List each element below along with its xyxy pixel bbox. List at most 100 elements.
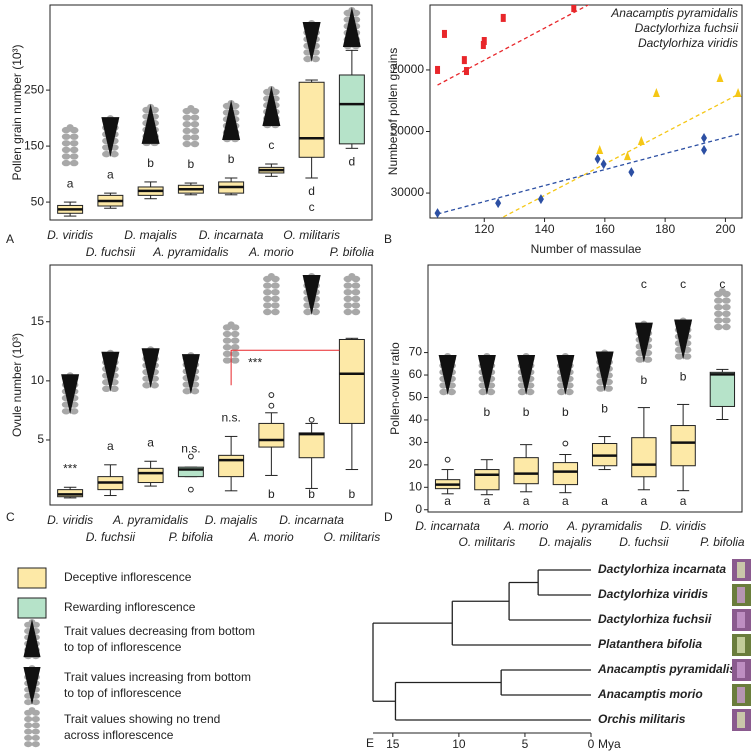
icon-blob	[682, 353, 692, 360]
icon-blob	[303, 55, 312, 63]
significance-letter: c	[719, 277, 725, 291]
icon-blob	[674, 353, 684, 360]
icon-blob	[61, 153, 71, 160]
icon-blob	[69, 153, 79, 160]
panel-label: E	[366, 736, 374, 750]
y-tick-label: 0	[415, 502, 422, 516]
legend-label: Rewarding inflorescence	[64, 600, 196, 614]
trend-icon	[141, 103, 160, 147]
point	[652, 88, 660, 98]
significance-letter: c	[309, 200, 315, 214]
box	[177, 466, 204, 478]
icon-blob	[267, 273, 275, 279]
outlier	[562, 440, 569, 447]
y-tick-label: 150	[24, 138, 44, 152]
trend-icon	[262, 86, 281, 129]
y-tick-label: 30000	[391, 185, 425, 199]
icon-triangle	[634, 322, 653, 363]
icon-blob	[714, 304, 723, 311]
icon-blob	[517, 388, 527, 396]
box	[218, 454, 245, 478]
icon-blob	[69, 133, 79, 140]
legend-label: Trait values increasing from bottom	[64, 670, 251, 684]
icon-triangle	[556, 355, 575, 395]
leaf-label: Dactylorhiza viridis	[598, 587, 708, 601]
trend-icon	[61, 372, 80, 415]
legend-label: to top of inflorescence	[64, 640, 182, 654]
trend-icon	[342, 7, 361, 50]
x-tick-label: D. majalis	[124, 228, 177, 242]
icon-blob	[263, 308, 272, 316]
icon-blob	[190, 140, 200, 148]
legend-label: Trait values decreasing from bottom	[64, 624, 255, 638]
icon-blob	[714, 297, 723, 304]
x-tick-label: 120	[474, 222, 494, 236]
icon-triangle	[141, 103, 160, 144]
icon-blob	[714, 317, 723, 324]
box	[298, 81, 325, 158]
x-tick-label: 5	[522, 737, 529, 751]
icon-blob	[343, 302, 353, 309]
icon-blob	[643, 356, 653, 363]
x-tick-label: D. fuchsii	[86, 245, 136, 259]
trend-icon	[517, 353, 536, 396]
icon-blob	[230, 330, 240, 338]
icon-blob	[263, 289, 272, 296]
icon-blob	[110, 385, 119, 393]
significance-letter: b	[601, 402, 608, 416]
icon-triangle	[302, 22, 321, 63]
icon-blob	[230, 357, 240, 364]
y-tick-label: 5	[37, 432, 44, 446]
leaf-label: Dactylorhiza fuchsii	[598, 612, 712, 626]
y-axis-label: Pollen grain number (10³)	[10, 44, 24, 180]
icon-blob	[190, 127, 200, 135]
point	[734, 88, 742, 98]
icon-blob	[182, 140, 192, 148]
icon-blob	[343, 289, 353, 296]
outlier	[308, 416, 315, 423]
trend-icon	[634, 320, 653, 363]
leaf-photo-detail	[737, 562, 745, 578]
significance-letter: d	[308, 184, 315, 198]
trend-icon	[556, 353, 575, 396]
icon-blob	[348, 273, 356, 279]
box	[709, 371, 736, 407]
significance-letter: n.s.	[221, 411, 240, 425]
icon-blob	[31, 699, 40, 706]
significance-letter: a	[601, 494, 608, 508]
icon-blob	[61, 408, 71, 415]
significance-letter: b	[228, 152, 235, 166]
icon-blob	[69, 159, 79, 167]
leaf-photo-detail	[737, 612, 745, 628]
fit-line	[499, 94, 738, 218]
leaf-photo-detail	[737, 687, 745, 703]
plot-frame	[429, 4, 743, 219]
significance-letter: a	[67, 176, 74, 190]
icon-blob	[102, 385, 111, 393]
legend-label: Trait values showing no trend	[64, 712, 220, 726]
icon-blob	[61, 133, 71, 140]
icon-blob	[222, 350, 232, 358]
icon-triangle	[302, 275, 321, 315]
icon-triangle	[101, 117, 120, 158]
icon-blob	[190, 387, 200, 395]
icon-blob	[227, 321, 235, 328]
icon-blob	[722, 310, 731, 317]
x-tick-label: P. bifolia	[330, 245, 375, 259]
icon-blob	[351, 289, 361, 296]
y-tick-label: 15	[31, 314, 45, 328]
icon-blob	[150, 382, 159, 389]
icon-blob	[718, 288, 726, 294]
x-tick-label: A. morio	[248, 530, 294, 544]
x-tick-label: D. viridis	[47, 513, 93, 527]
x-tick-label: 160	[595, 222, 615, 236]
icon-blob	[187, 105, 195, 112]
icon-blob	[230, 337, 240, 344]
legend-swatch	[17, 567, 47, 589]
icon-blob	[110, 150, 119, 158]
significance-letter: b	[680, 370, 687, 384]
icon-blob	[31, 716, 40, 723]
legend-label: Dactylorhiza fuchsii	[635, 21, 739, 35]
x-tick-label: D. majalis	[205, 513, 258, 527]
trend-icon	[222, 321, 240, 364]
